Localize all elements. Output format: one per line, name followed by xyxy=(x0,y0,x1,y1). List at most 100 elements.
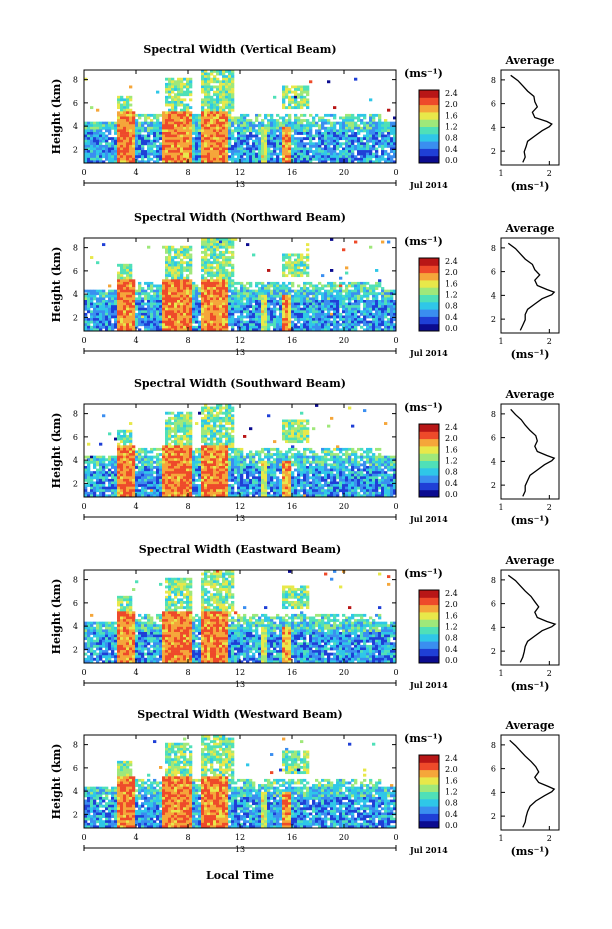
heatmap-cell xyxy=(105,473,109,477)
heatmap-cell xyxy=(369,134,373,138)
heatmap-cell xyxy=(249,297,253,301)
heatmap-cell xyxy=(255,281,259,285)
heatmap-cell xyxy=(234,129,238,133)
panel-2: Spectral Width (Southward Beam)2468Heigh… xyxy=(50,377,560,527)
heatmap-cell xyxy=(189,289,193,293)
heatmap-cell xyxy=(93,481,97,485)
heatmap-cell xyxy=(162,279,166,283)
heatmap-cell xyxy=(171,90,175,94)
heatmap-cell xyxy=(354,77,358,81)
heatmap-cell xyxy=(201,103,205,107)
heatmap-cell xyxy=(339,315,343,319)
heatmap-cell xyxy=(237,142,241,146)
heatmap-cell xyxy=(174,160,178,164)
heatmap-cell xyxy=(96,315,100,319)
heatmap-cell xyxy=(129,95,133,99)
heatmap-cell xyxy=(228,320,232,324)
heatmap-cell xyxy=(336,132,340,135)
x-tick-label: 20 xyxy=(339,336,349,345)
heatmap-cell xyxy=(360,155,364,159)
heatmap-cell xyxy=(102,484,106,487)
heatmap-cell xyxy=(390,302,394,306)
heatmap-cell xyxy=(315,315,319,319)
heatmap-cell xyxy=(285,274,289,278)
heatmap-cell xyxy=(378,302,382,306)
heatmap-cell xyxy=(150,471,154,475)
heatmap-cell xyxy=(138,478,142,482)
heatmap-cell xyxy=(384,129,388,133)
heatmap-cell xyxy=(171,261,175,265)
heatmap-cell xyxy=(282,106,286,110)
heatmap-cell xyxy=(189,261,193,265)
heatmap-cell xyxy=(210,155,214,159)
heatmap-cell xyxy=(204,132,208,135)
heatmap-cell xyxy=(243,116,247,120)
heatmap-cell xyxy=(165,132,169,135)
heatmap-cell xyxy=(117,484,121,487)
heatmap-cell xyxy=(144,486,148,490)
heatmap-cell xyxy=(363,302,367,306)
heatmap-cell xyxy=(132,463,136,467)
heatmap-cell xyxy=(168,157,172,161)
heatmap-cell xyxy=(339,160,343,164)
heatmap-cell xyxy=(231,300,235,303)
heatmap-cell xyxy=(285,132,289,135)
heatmap-cell xyxy=(183,132,187,135)
heatmap-cell xyxy=(393,116,397,120)
heatmap-cell xyxy=(111,455,115,459)
heatmap-cell xyxy=(210,245,214,249)
heatmap-cell xyxy=(303,323,307,327)
heatmap-cell xyxy=(174,88,178,91)
heatmap-cell xyxy=(372,284,376,288)
heatmap-cell xyxy=(231,240,235,244)
heatmap-cell xyxy=(207,302,211,306)
heatmap-cell xyxy=(126,320,130,324)
heatmap-cell xyxy=(336,144,340,148)
heatmap-cell xyxy=(120,312,124,316)
heatmap-cell xyxy=(357,157,361,161)
heatmap-cell xyxy=(372,160,376,164)
heatmap-cell xyxy=(210,243,214,247)
heatmap-cell xyxy=(306,266,310,270)
heatmap-cell xyxy=(285,137,289,141)
heatmap-cell xyxy=(345,129,349,133)
heatmap-cell xyxy=(183,300,187,303)
heatmap-cell xyxy=(372,287,376,290)
heatmap-cell xyxy=(138,287,142,290)
heatmap-cell xyxy=(90,302,94,306)
heatmap-cell xyxy=(225,284,229,288)
heatmap-cell xyxy=(195,284,199,288)
heatmap-cell xyxy=(90,124,94,128)
heatmap-cell xyxy=(303,101,307,104)
heatmap-cell xyxy=(129,320,133,324)
heatmap-cell xyxy=(84,491,88,495)
heatmap-cell xyxy=(381,292,385,296)
heatmap-cell xyxy=(288,315,292,319)
heatmap-cell xyxy=(165,422,169,425)
heatmap-cell xyxy=(150,491,154,495)
heatmap-cell xyxy=(315,312,319,316)
heatmap-cell xyxy=(261,297,265,301)
heatmap-cell xyxy=(162,137,166,141)
heatmap-cell xyxy=(111,328,115,332)
heatmap-cell xyxy=(201,305,205,309)
heatmap-cell xyxy=(105,292,109,296)
heatmap-cell xyxy=(312,116,316,120)
heatmap-cell xyxy=(123,460,127,464)
heatmap-cell xyxy=(126,455,130,459)
heatmap-cell xyxy=(120,466,124,469)
heatmap-cell xyxy=(363,312,367,316)
heatmap-cell xyxy=(300,139,304,143)
heatmap-cell xyxy=(168,274,172,278)
heatmap-cell xyxy=(345,155,349,159)
heatmap-cell xyxy=(222,292,226,296)
heatmap-cell xyxy=(174,305,178,309)
heatmap-cell xyxy=(378,157,382,161)
heatmap-cell xyxy=(153,307,157,311)
heatmap-cell xyxy=(168,435,172,438)
heatmap-cell xyxy=(108,157,112,161)
heatmap-cell xyxy=(336,129,340,133)
heatmap-cell xyxy=(165,266,169,270)
heatmap-cell xyxy=(96,292,100,296)
heatmap-cell xyxy=(258,328,262,332)
